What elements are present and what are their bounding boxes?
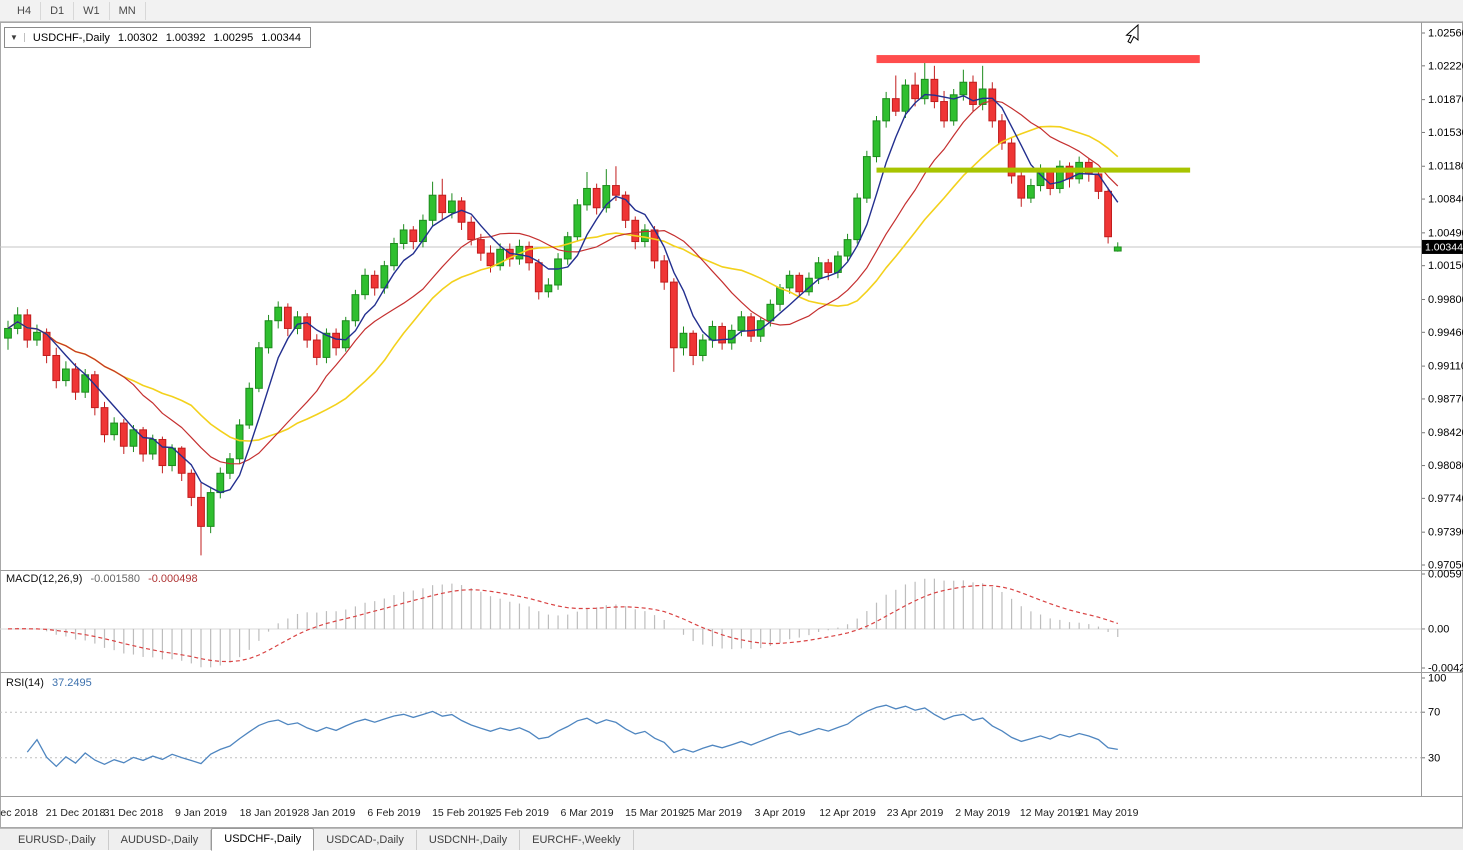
rsi-line: [26, 704, 1118, 768]
svg-text:21 Dec 2018: 21 Dec 2018: [46, 807, 106, 819]
svg-text:1.01530: 1.01530: [1428, 127, 1463, 139]
mouse-cursor-icon: [1125, 23, 1139, 44]
svg-text:12 Dec 2018: 12 Dec 2018: [0, 807, 38, 819]
ohlc-low-value: 1.00295: [213, 31, 254, 44]
svg-text:0.00: 0.00: [1428, 623, 1449, 635]
chart-ohlc-header: ▼ USDCHF-,Daily 1.00302 1.00392 1.00295 …: [4, 27, 311, 48]
svg-text:1.02220: 1.02220: [1428, 60, 1463, 72]
rsi-value: 37.2495: [51, 677, 92, 689]
rsi-panel: 100 70 30: [0, 673, 1446, 768]
svg-text:100: 100: [1428, 673, 1446, 685]
svg-text:1.00840: 1.00840: [1428, 194, 1463, 206]
svg-text:6 Mar 2019: 6 Mar 2019: [560, 807, 613, 819]
svg-text:15 Feb 2019: 15 Feb 2019: [432, 807, 491, 819]
svg-text:12 May 2019: 12 May 2019: [1020, 807, 1081, 819]
hline-objects-layer[interactable]: [876, 55, 1200, 173]
macd-main-value: -0.001580: [90, 573, 141, 585]
svg-text:15 Mar 2019: 15 Mar 2019: [625, 807, 684, 819]
macd-name: MACD(12,26,9): [6, 573, 83, 585]
chart-tab-bar: EURUSD-,Daily AUDUSD-,Daily USDCHF-,Dail…: [0, 828, 1463, 851]
svg-text:28 Jan 2019: 28 Jan 2019: [298, 807, 356, 819]
svg-text:-0.004243: -0.004243: [1428, 663, 1463, 675]
tab-eurusd-daily[interactable]: EURUSD-,Daily: [6, 830, 109, 850]
timeframe-d1-button[interactable]: D1: [41, 1, 75, 20]
svg-text:70: 70: [1428, 707, 1440, 719]
timeframe-h4-button[interactable]: H4: [8, 1, 42, 20]
resistance-line: [876, 55, 1200, 64]
timeframe-mn-button[interactable]: MN: [110, 1, 146, 20]
svg-text:1.01180: 1.01180: [1428, 161, 1463, 173]
svg-text:30: 30: [1428, 752, 1440, 764]
svg-text:3 Apr 2019: 3 Apr 2019: [755, 807, 806, 819]
ohlc-close-value: 1.00344: [261, 31, 301, 44]
rsi-indicator-label: RSI(14) 37.2495: [6, 677, 92, 689]
macd-signal-line: [7, 584, 1118, 663]
macd-panel: 0.00597 0.00 -0.004243: [0, 569, 1463, 675]
tab-usdcad-daily[interactable]: USDCAD-,Daily: [314, 830, 417, 850]
moving-averages-layer: [7, 93, 1119, 494]
svg-text:0.00597: 0.00597: [1428, 569, 1463, 581]
ohlc-open-value: 1.00302: [117, 31, 158, 44]
tab-audusd-daily[interactable]: AUDUSD-,Daily: [109, 830, 212, 850]
svg-text:18 Jan 2019: 18 Jan 2019: [240, 807, 298, 819]
timeframe-w1-button[interactable]: W1: [74, 1, 110, 20]
one-click-trading-toggle-icon[interactable]: ▼: [10, 33, 25, 42]
price-axis[interactable]: 1.02560 1.02220 1.01870 1.01530 1.01180 1.008…: [1422, 28, 1463, 572]
tab-usdcnh-daily[interactable]: USDCNH-,Daily: [417, 830, 521, 850]
tab-eurchf-weekly[interactable]: EURCHF-,Weekly: [520, 830, 634, 850]
svg-text:25 Feb 2019: 25 Feb 2019: [490, 807, 549, 819]
svg-text:0.97050: 0.97050: [1428, 560, 1463, 572]
svg-text:21 May 2019: 21 May 2019: [1078, 807, 1139, 819]
svg-text:1.00344: 1.00344: [1425, 241, 1463, 253]
support-line: [876, 167, 1191, 173]
frame-layer: [0, 22, 1463, 828]
ma-5-line: [7, 93, 1119, 494]
svg-text:25 Mar 2019: 25 Mar 2019: [683, 807, 742, 819]
svg-text:31 Dec 2018: 31 Dec 2018: [104, 807, 164, 819]
ohlc-high-value: 1.00392: [165, 31, 206, 44]
svg-text:1.00490: 1.00490: [1428, 227, 1463, 239]
tab-usdchf-daily[interactable]: USDCHF-,Daily: [211, 828, 315, 851]
svg-text:6 Feb 2019: 6 Feb 2019: [367, 807, 420, 819]
ma-13-line: [7, 100, 1119, 465]
svg-text:1.02560: 1.02560: [1428, 28, 1463, 40]
current-price-tag: [1422, 239, 1463, 254]
candles-layer: [4, 62, 1122, 556]
svg-text:9 Jan 2019: 9 Jan 2019: [175, 807, 227, 819]
ma-20-line: [7, 125, 1119, 442]
rsi-name: RSI(14): [6, 677, 44, 689]
svg-text:23 Apr 2019: 23 Apr 2019: [887, 807, 944, 819]
chart-symbol-label: USDCHF-,Daily: [32, 31, 110, 44]
svg-text:1.01870: 1.01870: [1428, 94, 1463, 106]
svg-text:2 May 2019: 2 May 2019: [955, 807, 1010, 819]
macd-indicator-label: MACD(12,26,9) -0.001580 -0.000498: [6, 573, 198, 585]
timeframe-toolbar: H4 D1 W1 MN: [0, 0, 1463, 22]
chart-canvas[interactable]: 1.02560 1.02220 1.01870 1.01530 1.01180 1.008…: [0, 22, 1463, 828]
macd-signal-value: -0.000498: [148, 573, 198, 585]
svg-text:12 Apr 2019: 12 Apr 2019: [819, 807, 876, 819]
